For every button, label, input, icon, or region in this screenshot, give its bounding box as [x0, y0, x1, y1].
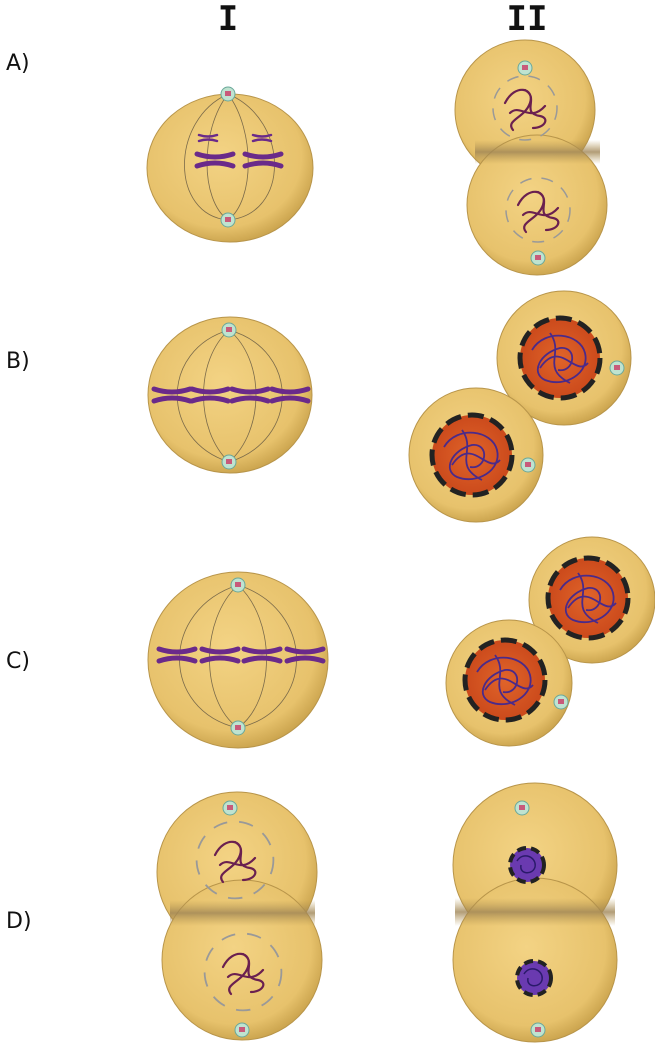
cell-metaphase	[147, 571, 329, 749]
option-label: C)	[6, 649, 30, 674]
cell-telophase	[454, 39, 608, 276]
cell-telophase	[452, 782, 618, 1043]
option-label: A)	[6, 51, 30, 76]
cell-metaphase	[147, 316, 313, 474]
option-label: B)	[6, 349, 30, 374]
cells-interphase	[408, 290, 632, 523]
option-label: D)	[6, 909, 32, 934]
cells-interphase	[445, 536, 655, 747]
column-header: I	[218, 0, 238, 39]
cell-metaphase-meiosis	[146, 86, 314, 243]
cell-telophase	[156, 791, 323, 1041]
column-header: II	[507, 0, 548, 39]
